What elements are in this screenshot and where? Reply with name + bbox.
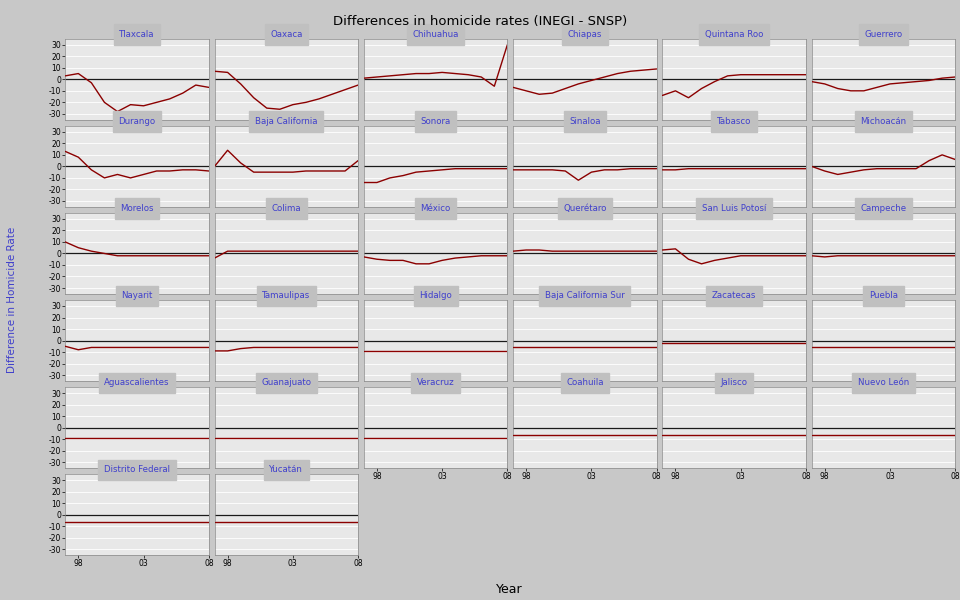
Text: Differences in homicide rates (INEGI - SNSP): Differences in homicide rates (INEGI - S… [333, 15, 627, 28]
Title: Hidalgo: Hidalgo [420, 291, 452, 300]
Title: Aguascalientes: Aguascalientes [105, 378, 170, 387]
Title: Guerrero: Guerrero [864, 30, 902, 39]
Title: Chiapas: Chiapas [567, 30, 602, 39]
Title: Coahuila: Coahuila [566, 378, 604, 387]
Title: Morelos: Morelos [120, 204, 154, 213]
Title: Michoacán: Michoacán [860, 117, 906, 126]
Title: Sonora: Sonora [420, 117, 451, 126]
Text: Year: Year [495, 583, 522, 596]
Title: Quintana Roo: Quintana Roo [705, 30, 763, 39]
Title: Querétaro: Querétaro [564, 204, 607, 213]
Title: Baja California: Baja California [255, 117, 318, 126]
Title: Baja California Sur: Baja California Sur [545, 291, 625, 300]
Title: San Luis Potosí: San Luis Potosí [702, 204, 766, 213]
Title: Campeche: Campeche [860, 204, 906, 213]
Title: Jalisco: Jalisco [721, 378, 748, 387]
Title: Oaxaca: Oaxaca [270, 30, 302, 39]
Title: Zacatecas: Zacatecas [712, 291, 756, 300]
Title: Yucatán: Yucatán [270, 465, 303, 474]
Title: Durango: Durango [118, 117, 156, 126]
Title: Distrito Federal: Distrito Federal [104, 465, 170, 474]
Title: Veracruz: Veracruz [417, 378, 454, 387]
Title: Nayarit: Nayarit [121, 291, 153, 300]
Title: Puebla: Puebla [869, 291, 898, 300]
Title: Sinaloa: Sinaloa [569, 117, 601, 126]
Title: Colima: Colima [272, 204, 301, 213]
Title: Tamaulipas: Tamaulipas [262, 291, 310, 300]
Title: Guanajuato: Guanajuato [261, 378, 311, 387]
Title: Chihuahua: Chihuahua [413, 30, 459, 39]
Text: Difference in Homicide Rate: Difference in Homicide Rate [7, 227, 16, 373]
Title: México: México [420, 204, 451, 213]
Title: Tabasco: Tabasco [717, 117, 752, 126]
Title: Tlaxcala: Tlaxcala [119, 30, 155, 39]
Title: Nuevo León: Nuevo León [858, 378, 909, 387]
